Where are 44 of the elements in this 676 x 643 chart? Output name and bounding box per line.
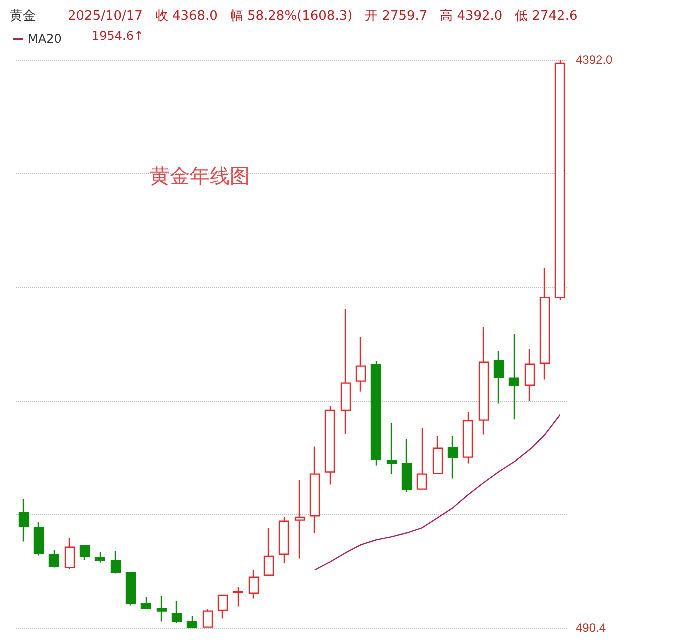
- candlestick: [110, 550, 122, 574]
- candlestick: [340, 308, 352, 435]
- candlestick: [294, 479, 306, 560]
- candlestick: [34, 521, 44, 556]
- candlestick: [80, 545, 90, 561]
- candlestick: [18, 498, 30, 542]
- candlestick: [172, 600, 182, 624]
- candlestick: [524, 348, 536, 402]
- candlestick: [202, 608, 214, 628]
- candlestick: [278, 516, 290, 564]
- candlestick: [370, 360, 382, 466]
- candlestick: [554, 59, 566, 301]
- legend-label: MA20: [28, 32, 62, 46]
- candlestick: [402, 438, 412, 493]
- candlestick: [126, 572, 136, 606]
- candlestick: [386, 422, 398, 475]
- candlestick: [156, 595, 168, 622]
- text: 1954.6↑: [92, 29, 144, 43]
- candlestick: [186, 616, 198, 629]
- candlestick: [462, 411, 474, 464]
- candlestick: [94, 551, 106, 564]
- candlestick: [64, 538, 76, 570]
- candlestick: [508, 333, 520, 420]
- candlestick: [324, 405, 336, 486]
- candlestick: [232, 586, 244, 608]
- candlestick: [248, 570, 260, 600]
- candlestick: [478, 326, 490, 436]
- candlestick: [218, 594, 228, 620]
- candlestick: [416, 427, 428, 490]
- candlestick: [264, 528, 274, 576]
- chart-title: 黄金: [10, 9, 36, 24]
- candlestick: [448, 435, 458, 480]
- y-tick-label: 490.4: [576, 621, 606, 635]
- candlestick: [540, 268, 550, 380]
- chart-subtitle: 2025/10/17 收 4368.0 幅 58.28%(1608.3) 开 2759.7 高 4392.0 低 2742.6: [68, 8, 578, 24]
- candlestick: [310, 446, 320, 534]
- candlestick: [356, 336, 366, 392]
- candlestick: [140, 596, 152, 610]
- candlestick: [432, 435, 444, 475]
- annotation: 黄金年线图: [150, 164, 250, 188]
- y-tick-label: 4392.0: [576, 53, 614, 67]
- candlestick: [48, 549, 60, 568]
- line-series: [314, 414, 561, 571]
- candlestick: [494, 350, 504, 404]
